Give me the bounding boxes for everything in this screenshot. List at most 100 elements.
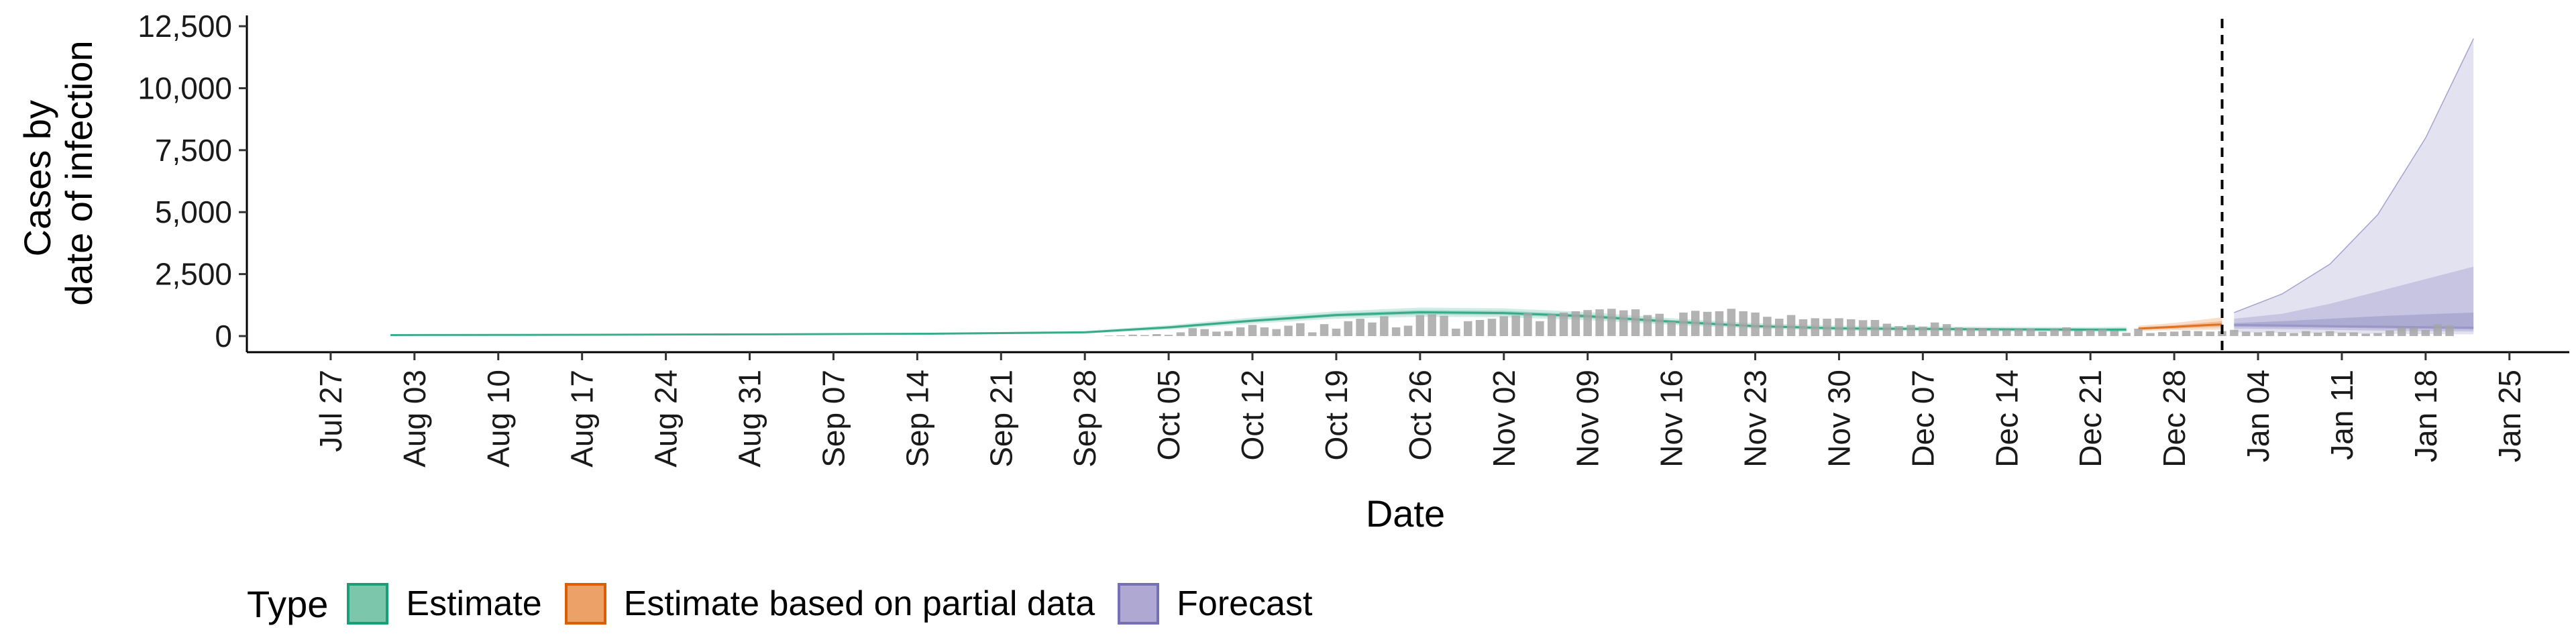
legend-label-forecast: Forecast [1177,584,1313,623]
y-tick-label: 5,000 [155,195,232,229]
y-tick-label: 10,000 [138,70,232,105]
chart-axes [246,15,2569,354]
reported-case-bar [1954,327,1964,336]
y-axis-title: Cases by date of infection [16,40,100,305]
reported-case-bar [2086,329,2095,336]
reported-case-bar [2361,333,2370,336]
x-axis-ticks: Jul 27 Aug 03 Aug 10 Aug 17 Aug 24 Aug 31 Sep … [313,352,2527,468]
legend-item-forecast: Forecast [1118,583,1312,625]
x-tick-label: Nov 23 [1738,370,1773,468]
reported-case-bar [2038,331,2047,336]
reported-case-bar [1536,321,1544,336]
reported-case-bar [1835,318,1843,336]
reported-case-bar [1679,312,1688,336]
reported-case-bar [2014,329,2023,336]
reported-case-bar [2194,331,2202,336]
legend-label-partial: Estimate based on partial data [623,584,1095,623]
reported-case-bar [1368,322,1377,336]
reported-case-bar [1475,320,1485,336]
reported-case-bar [1919,326,1927,336]
x-tick-label: Nov 16 [1654,370,1689,468]
reported-case-bar [1703,311,1712,336]
x-tick-label: Nov 30 [1821,370,1856,468]
forecast-band-50 [2234,266,2474,332]
reported-case-bar [1870,320,1880,336]
reported-case-bar [1631,309,1640,336]
reported-case-bar [2445,325,2454,336]
x-tick-label: Jan 11 [2324,370,2359,460]
reported-case-bar [1415,315,1425,336]
reported-case-bar [1571,311,1580,336]
reported-case-bar [1128,334,1137,336]
reported-case-bar [1823,319,1831,336]
legend-label-estimate: Estimate [406,584,542,623]
reported-case-bar [1260,327,1269,336]
reported-case-bar [1799,319,1808,336]
y-axis-ticks: 0 2,500 5,000 7,500 10,000 12,500 [138,9,247,354]
reported-case-bar [2241,331,2251,336]
x-tick-label: Dec 28 [2157,370,2192,468]
legend-title: Type [247,582,329,625]
reported-case-bar [1619,310,1628,336]
x-tick-label: Jul 27 [313,370,348,452]
reported-case-bar [1607,309,1616,336]
reported-case-bar [1272,329,1281,336]
legend-key-forecast [1118,583,1160,625]
x-tick-label: Aug 24 [649,370,684,468]
reported-case-bar [2158,332,2167,336]
reported-case-bar [1978,328,1987,336]
legend-key-partial [564,583,606,625]
x-tick-label: Jan 25 [2492,370,2527,462]
x-tick-label: Aug 10 [481,370,516,468]
reported-case-bar [2325,331,2334,336]
reported-case-bar [1655,313,1664,336]
x-tick-label: Oct 12 [1235,370,1270,461]
reported-case-bar [1882,323,1892,336]
reported-case-bar [1164,335,1173,336]
forecast-band-inner [2234,312,2474,329]
reported-case-bar [1583,310,1592,336]
reported-case-bar [2122,333,2131,336]
reported-case-bar [1152,334,1161,336]
reported-case-bar [2290,333,2298,336]
reported-case-bar [1428,314,1436,336]
reported-case-bar [2397,327,2406,336]
x-tick-label: Jan 18 [2408,370,2443,462]
reported-case-bar [1391,327,1401,336]
estimate-based-on-partial-data-median-line [2138,323,2222,330]
reported-case-bar [1452,328,1460,336]
reported-case-bar [2230,329,2239,336]
y-axis-title-line-2: date of infection [58,40,100,305]
reported-case-bar [2169,331,2179,336]
reported-case-bar [2026,328,2035,336]
reported-case-bar [1116,335,1125,336]
reported-case-bar [1751,312,1760,336]
reported-case-bar [1786,315,1796,336]
reported-case-bar [1811,318,1819,336]
x-tick-label: Sep 14 [900,370,934,468]
reported-case-bar [2182,330,2191,336]
estimate-band-90 [390,307,2127,336]
reported-case-bar [1763,317,1772,336]
reported-case-bar [1894,326,1903,336]
x-tick-label: Aug 17 [565,370,600,468]
reported-case-bar [1104,335,1114,336]
x-tick-label: Sep 21 [983,370,1018,468]
reported-case-bar [1739,311,1748,336]
reported-case-bar [1595,309,1604,336]
x-axis-title: Date [1366,492,1445,535]
reported-case-bar [1224,331,1233,336]
reported-case-bar [2421,329,2430,336]
x-tick-label: Dec 07 [1905,370,1940,468]
reported-case-bar [1487,319,1497,336]
reported-case-bar [1511,315,1520,336]
x-tick-label: Oct 19 [1319,370,1354,461]
reported-case-bar [1990,329,1999,336]
reported-case-bar [2253,332,2263,336]
reported-case-bar [1966,327,1975,336]
reported-case-bar [2002,329,2011,336]
reported-case-bar [2314,332,2322,336]
x-tick-label: Aug 31 [733,370,767,468]
reported-case-bar [2337,332,2347,336]
x-tick-label: Oct 05 [1151,370,1186,461]
